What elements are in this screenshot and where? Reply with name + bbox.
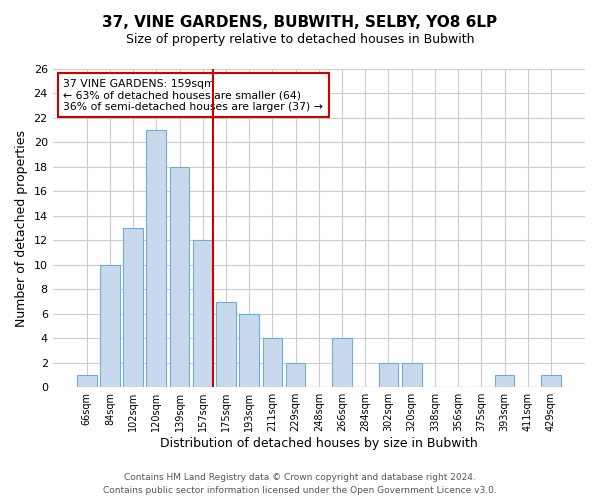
Text: Contains HM Land Registry data © Crown copyright and database right 2024.
Contai: Contains HM Land Registry data © Crown c… bbox=[103, 473, 497, 495]
Bar bbox=[170, 167, 190, 387]
Bar bbox=[77, 375, 97, 387]
Bar bbox=[402, 362, 422, 387]
Bar bbox=[379, 362, 398, 387]
X-axis label: Distribution of detached houses by size in Bubwith: Distribution of detached houses by size … bbox=[160, 437, 478, 450]
Bar bbox=[263, 338, 282, 387]
Bar bbox=[239, 314, 259, 387]
Bar bbox=[193, 240, 212, 387]
Bar bbox=[100, 265, 120, 387]
Bar bbox=[286, 362, 305, 387]
Y-axis label: Number of detached properties: Number of detached properties bbox=[15, 130, 28, 326]
Bar bbox=[146, 130, 166, 387]
Bar bbox=[123, 228, 143, 387]
Text: 37, VINE GARDENS, BUBWITH, SELBY, YO8 6LP: 37, VINE GARDENS, BUBWITH, SELBY, YO8 6L… bbox=[103, 15, 497, 30]
Bar bbox=[541, 375, 561, 387]
Text: Size of property relative to detached houses in Bubwith: Size of property relative to detached ho… bbox=[126, 32, 474, 46]
Text: 37 VINE GARDENS: 159sqm
← 63% of detached houses are smaller (64)
36% of semi-de: 37 VINE GARDENS: 159sqm ← 63% of detache… bbox=[64, 78, 323, 112]
Bar bbox=[494, 375, 514, 387]
Bar bbox=[332, 338, 352, 387]
Bar bbox=[216, 302, 236, 387]
